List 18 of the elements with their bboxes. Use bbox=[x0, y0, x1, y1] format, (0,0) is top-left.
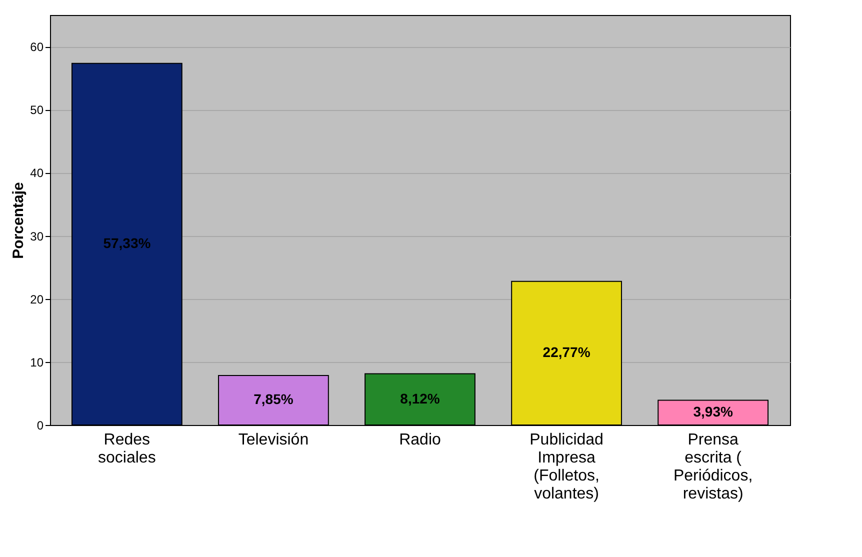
data-label: 22,77% bbox=[542, 344, 591, 360]
y-axis-title: Porcentaje bbox=[10, 182, 28, 259]
y-tick-label: 40 bbox=[30, 166, 44, 180]
data-label: 57,33% bbox=[103, 235, 152, 252]
x-tick-label: Prensa escrita ( Periódicos, revistas) bbox=[673, 432, 753, 502]
x-tick-label: Redes sociales bbox=[98, 432, 156, 466]
x-tick-label: Televisión bbox=[238, 432, 309, 448]
data-label: 8,12% bbox=[400, 390, 440, 406]
x-tick-label: Radio bbox=[399, 432, 441, 448]
y-tick-label: 20 bbox=[30, 292, 44, 306]
data-label: 7,85% bbox=[254, 391, 294, 408]
y-tick-label: 50 bbox=[30, 103, 44, 118]
x-tick-label: Publicidad Impresa (Folletos, volantes) bbox=[530, 432, 604, 502]
y-tick-label: 30 bbox=[30, 229, 44, 244]
data-label: 3,93% bbox=[693, 404, 734, 420]
y-tick-label: 0 bbox=[36, 418, 44, 432]
y-tick-label: 60 bbox=[30, 40, 44, 54]
y-tick-label: 10 bbox=[30, 355, 44, 370]
